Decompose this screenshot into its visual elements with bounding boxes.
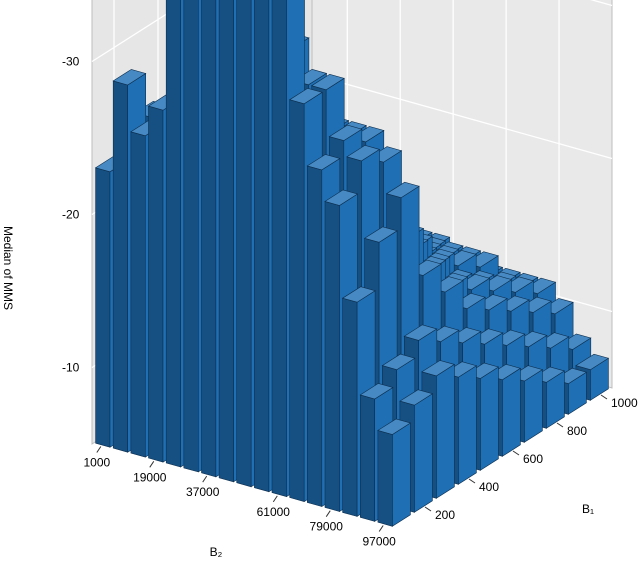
x-tick-label: 1000 — [83, 455, 110, 469]
x-axis-label: B₂ — [210, 545, 223, 559]
y-tick-label: 200 — [435, 508, 455, 522]
x-axis-ticks: 1000 19000 37000 61000 79000 97000 — [83, 446, 396, 549]
y-axis-ticks: 200 400 600 800 1000 — [424, 394, 638, 522]
z-tick-label: -20 — [62, 208, 80, 222]
y-tick-mark — [600, 394, 608, 400]
x-tick-label: 79000 — [310, 520, 344, 534]
z-axis-label: Median of MMS — [1, 226, 15, 310]
y-tick-mark — [556, 422, 564, 428]
y-tick-mark — [424, 506, 432, 512]
x-tick-mark — [202, 475, 208, 483]
z-tick-label: -30 — [62, 55, 80, 69]
x-tick-mark — [96, 446, 102, 453]
x-tick-label: 19000 — [133, 470, 167, 484]
y-tick-mark — [468, 478, 476, 484]
z-tick-label: -10 — [62, 361, 80, 375]
y-tick-label: 800 — [567, 424, 587, 438]
x-tick-label: 97000 — [362, 535, 396, 549]
bar — [377, 418, 412, 527]
x-tick-mark — [149, 461, 155, 468]
y-tick-label: 600 — [523, 452, 543, 466]
x-tick-mark — [325, 510, 331, 517]
z-gridline — [91, 0, 613, 63]
x-tick-mark — [272, 495, 278, 503]
y-tick-label: 1000 — [611, 396, 638, 410]
x-tick-label: 37000 — [186, 485, 220, 499]
x-tick-label: 61000 — [257, 505, 291, 519]
y-axis-label: B₁ — [582, 502, 594, 516]
x-tick-mark — [378, 525, 384, 532]
y-tick-label: 400 — [479, 480, 499, 494]
bars — [94, 0, 610, 527]
z-axis-ticks: -10-20-30-40-50 — [62, 55, 80, 375]
y-tick-mark — [512, 450, 520, 456]
